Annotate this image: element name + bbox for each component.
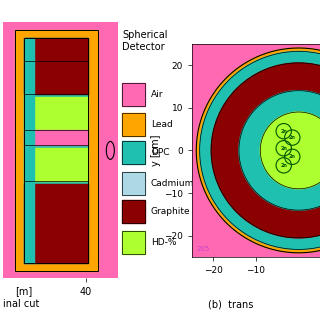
Bar bbox=[15, 30, 98, 271]
Text: Spherical
Detector: Spherical Detector bbox=[122, 30, 168, 52]
Bar bbox=[122, 83, 145, 106]
Text: DPC: DPC bbox=[151, 148, 169, 157]
Circle shape bbox=[276, 140, 292, 156]
Circle shape bbox=[196, 48, 320, 253]
Bar bbox=[122, 200, 145, 223]
Bar bbox=[24, 130, 88, 145]
Circle shape bbox=[284, 149, 300, 164]
Bar bbox=[122, 172, 145, 195]
Bar bbox=[122, 113, 145, 136]
Text: 2n: 2n bbox=[289, 154, 296, 159]
Circle shape bbox=[284, 130, 300, 145]
Bar bbox=[24, 148, 88, 181]
Bar bbox=[24, 38, 88, 263]
Circle shape bbox=[200, 52, 320, 249]
Bar bbox=[122, 141, 145, 164]
Text: inal cut: inal cut bbox=[3, 299, 40, 309]
Bar bbox=[24, 38, 88, 94]
Bar bbox=[24, 97, 88, 130]
Circle shape bbox=[276, 124, 292, 139]
Y-axis label: y [cm]: y [cm] bbox=[151, 135, 161, 166]
Text: Air: Air bbox=[151, 90, 163, 99]
Text: Graphite: Graphite bbox=[151, 207, 190, 216]
Text: [m]: [m] bbox=[15, 286, 32, 296]
Text: 2n: 2n bbox=[280, 163, 287, 168]
Bar bbox=[122, 231, 145, 254]
Text: HD-%: HD-% bbox=[151, 238, 176, 247]
Bar bbox=[122, 141, 145, 164]
Text: 2n: 2n bbox=[289, 135, 296, 140]
Bar bbox=[122, 231, 145, 254]
Bar bbox=[122, 200, 145, 223]
Bar bbox=[24, 184, 88, 263]
Text: 205: 205 bbox=[196, 246, 210, 252]
Circle shape bbox=[260, 112, 320, 189]
Circle shape bbox=[239, 91, 320, 210]
Circle shape bbox=[211, 63, 320, 238]
Bar bbox=[122, 172, 145, 195]
Bar bbox=[122, 83, 145, 106]
Bar bbox=[122, 113, 145, 136]
Text: (b)  trans: (b) trans bbox=[208, 299, 253, 309]
Text: Cadmium: Cadmium bbox=[151, 179, 194, 188]
Text: Lead: Lead bbox=[151, 120, 172, 129]
Text: 2n: 2n bbox=[280, 129, 287, 134]
Bar bbox=[24, 38, 34, 263]
Bar bbox=[24, 38, 88, 263]
Text: 2n: 2n bbox=[280, 146, 287, 151]
Circle shape bbox=[276, 158, 292, 173]
Bar bbox=[15, 30, 98, 271]
